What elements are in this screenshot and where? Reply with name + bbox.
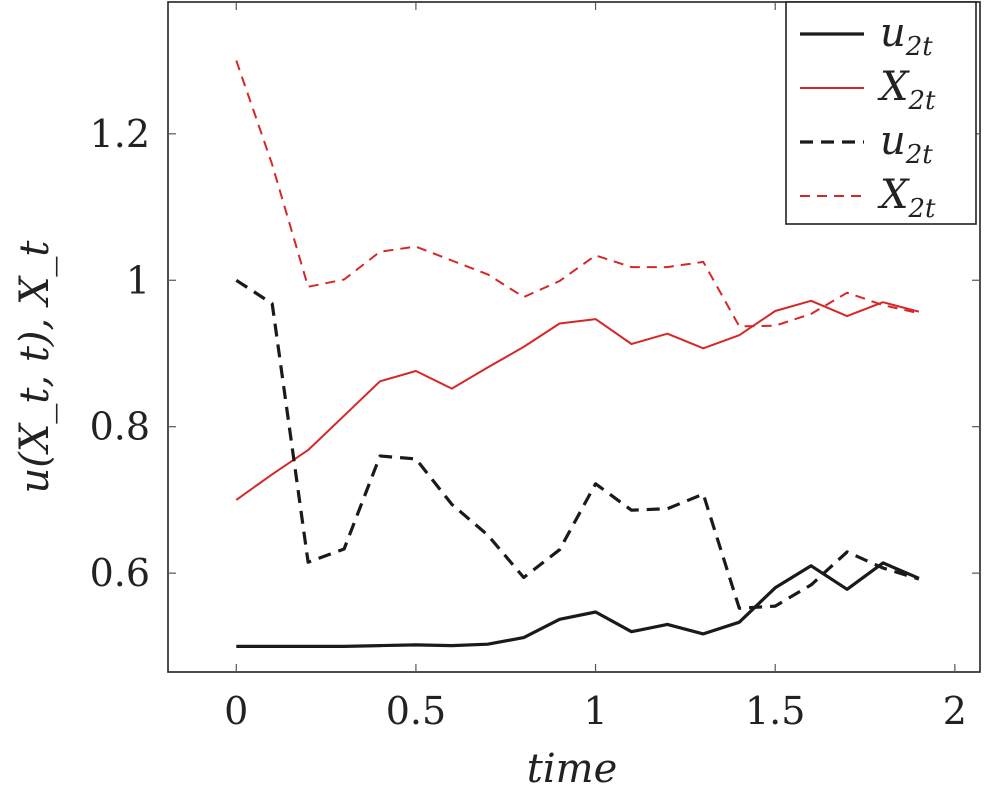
series-line-3 xyxy=(235,278,920,610)
x-axis-title: time xyxy=(527,746,617,788)
y-tick-label: 1 xyxy=(126,258,150,302)
x-tick-label: 0.5 xyxy=(386,689,446,733)
series-line-1 xyxy=(236,561,920,649)
plot-frame xyxy=(167,1,981,673)
y-tick-label: 1.2 xyxy=(90,112,150,156)
legend-label-3: u2t xyxy=(880,118,933,170)
y-axis-title: u(X_t, t), X_t xyxy=(12,240,58,494)
x-tick-label: 0 xyxy=(224,689,248,733)
legend-label-1: u2t xyxy=(880,10,933,62)
y-tick-label: 0.8 xyxy=(90,405,150,449)
legend-label-2: X2t xyxy=(877,64,936,116)
legend-label-4: X2t xyxy=(877,172,936,224)
y-tick-label: 0.6 xyxy=(90,551,150,595)
series-line-2 xyxy=(235,299,920,501)
axes: 0 0.5 1 1.5 2 0.6 0.8 1 1.2 time u(X_t, t), X_t xyxy=(12,1,981,788)
plot-area xyxy=(235,60,920,649)
legend-box xyxy=(785,1,977,225)
x-tick-label: 1 xyxy=(583,689,607,733)
x-tick-label: 1.5 xyxy=(745,689,805,733)
x-tick-label: 2 xyxy=(943,689,967,733)
series-line-4 xyxy=(235,60,920,328)
